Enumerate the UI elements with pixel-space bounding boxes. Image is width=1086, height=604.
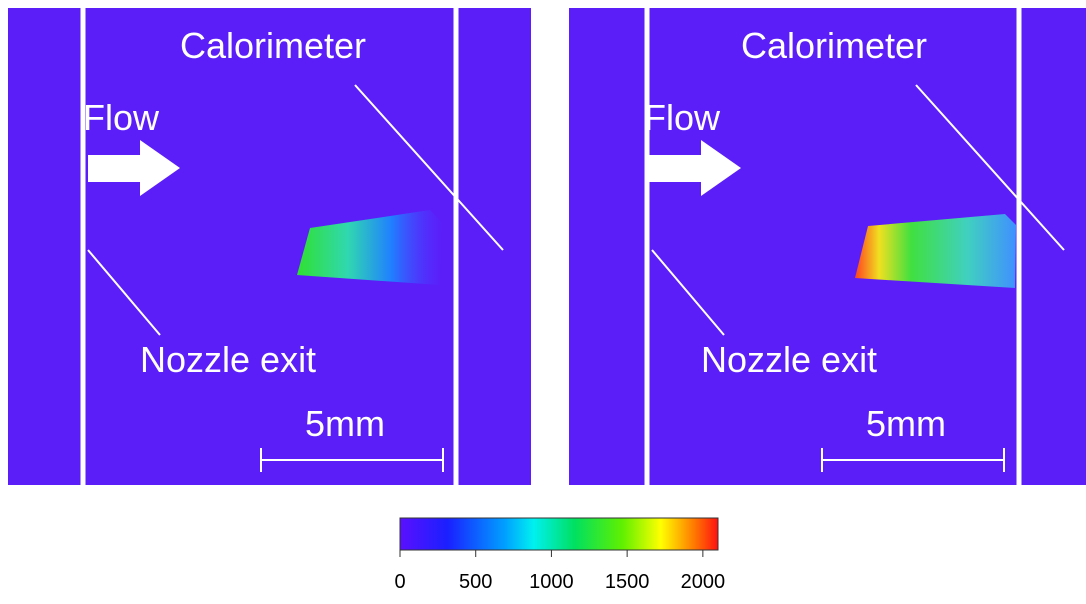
colorbar-tick-label: 2000 bbox=[681, 571, 726, 593]
page: Calorimeter Flow Nozzle exit 5mm Calorimeter… bbox=[0, 0, 1086, 604]
flow-label: Flow bbox=[83, 97, 160, 138]
colorbar-tick-label: 0 bbox=[394, 571, 405, 593]
flow-label: Flow bbox=[644, 97, 721, 138]
scale-bar-label: 5mm bbox=[866, 403, 946, 444]
nozzle-label: Nozzle exit bbox=[701, 339, 877, 380]
figure: Calorimeter Flow Nozzle exit 5mm Calorimeter… bbox=[0, 0, 1086, 599]
colorbar-tick-label: 1500 bbox=[605, 571, 650, 593]
colorbar-tick-label: 1000 bbox=[529, 571, 574, 593]
nozzle-label: Nozzle exit bbox=[140, 339, 316, 380]
heat-region bbox=[855, 214, 1016, 288]
colorbar bbox=[400, 518, 718, 550]
scale-bar-label: 5mm bbox=[305, 403, 385, 444]
calorimeter-label: Calorimeter bbox=[180, 25, 366, 66]
calorimeter-label: Calorimeter bbox=[741, 25, 927, 66]
image-panel bbox=[8, 8, 531, 485]
colorbar-tick-label: 500 bbox=[459, 571, 492, 593]
